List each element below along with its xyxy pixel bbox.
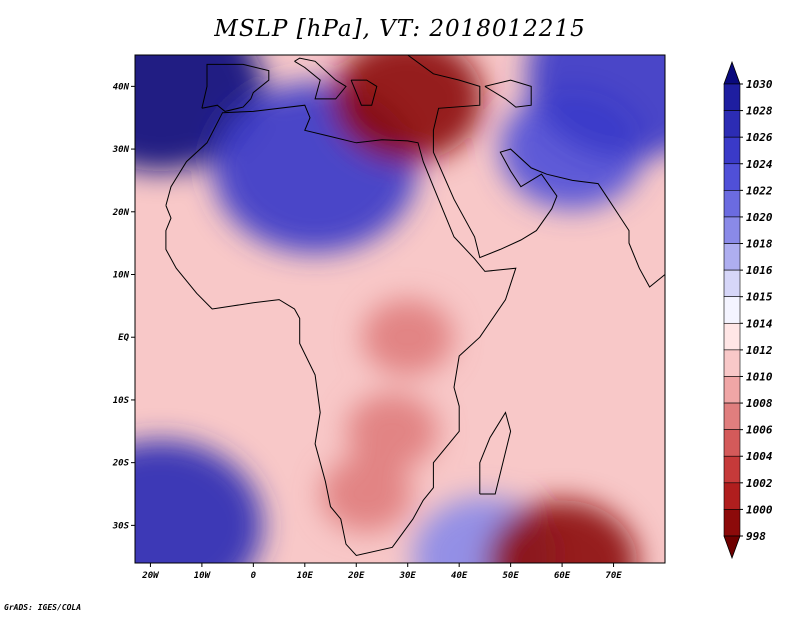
- longitude-axis: 20W 10W 0 10E 20E 30E 40E 50E 60E 70E: [141, 563, 622, 581]
- pressure-center-low-8: [346, 393, 438, 470]
- lon-tick-label: 40E: [451, 571, 468, 581]
- colorbar-label: 1015: [746, 291, 773, 304]
- coastlines: [165, 55, 665, 557]
- pressure-center-high-4: [527, 55, 665, 159]
- colorbar-box: [723, 482, 741, 510]
- colorbar-label: 1004: [746, 450, 773, 463]
- colorbar-label: 1018: [746, 238, 773, 251]
- colorbar-box: [723, 163, 741, 191]
- lon-tick-label: 50E: [502, 571, 519, 581]
- colorbar-box: [723, 376, 741, 404]
- colorbar-box: [723, 269, 741, 298]
- colorbar-box: [723, 83, 741, 111]
- lat-tick-label: 20N: [112, 208, 130, 218]
- colorbar-arrow-top: [723, 60, 741, 85]
- colorbar-label: 1024: [746, 158, 773, 171]
- colorbar-label: 1000: [746, 503, 773, 516]
- map-frame: [134, 54, 666, 564]
- colorbar-label: 1006: [746, 424, 773, 437]
- lat-tick-label: 10N: [113, 271, 130, 281]
- lat-tick-label: 30N: [112, 145, 130, 155]
- colorbar-label: 1002: [746, 477, 773, 490]
- colorbar-label: 1030: [746, 78, 773, 91]
- lon-tick-label: 60E: [554, 571, 571, 581]
- colorbar-label: 998: [746, 530, 766, 543]
- colorbar-label: 1026: [746, 131, 773, 144]
- map-title: MSLP [hPa], VT: 2018012215: [214, 16, 586, 42]
- coastline-0: [165, 104, 517, 557]
- pressure-center-low-10: [320, 456, 413, 533]
- lon-tick-label: 0: [251, 571, 257, 581]
- colorbar-label: 1028: [746, 105, 773, 118]
- lat-tick-label: 20S: [112, 459, 130, 469]
- lon-tick-label: 20W: [141, 571, 160, 581]
- colorbar-label: 1020: [746, 211, 773, 224]
- colorbar-label: 1008: [746, 397, 773, 410]
- colorbar-box: [723, 402, 741, 430]
- lon-tick-label: 20E: [347, 571, 365, 581]
- colorbar-label: 1022: [746, 184, 773, 197]
- pressure-field: [135, 55, 665, 563]
- colorbar-box: [723, 296, 741, 324]
- lon-tick-label: 30E: [399, 571, 417, 581]
- colorbar-box: [723, 190, 741, 218]
- colorbar: 1030 1028 1026 1024 1022 1020 1018 1016 1015 1014…: [723, 60, 773, 560]
- coastline-5: [350, 79, 378, 106]
- colorbar-label: 1016: [746, 264, 773, 277]
- lon-tick-label: 10W: [194, 571, 212, 581]
- lon-tick-label: 10E: [297, 571, 314, 581]
- colorbar-arrow-bottom: [723, 535, 741, 560]
- colorbar-box: [723, 216, 741, 244]
- colorbar-box: [723, 429, 741, 457]
- coastline-3: [201, 63, 270, 112]
- colorbar-label: 1010: [746, 370, 773, 383]
- colorbar-box: [723, 136, 741, 165]
- colorbar-box: [723, 349, 741, 377]
- colorbar-box: [723, 110, 741, 138]
- lat-tick-label: EQ: [118, 333, 129, 343]
- latitude-axis: 40N 30N 20N 10N EQ 10S 20S 30S: [112, 82, 135, 531]
- lon-tick-label: 70E: [605, 571, 622, 581]
- lat-tick-label: 40N: [113, 82, 130, 92]
- pressure-center-low-7: [486, 500, 638, 563]
- colorbar-box: [723, 243, 741, 271]
- coastline-6: [484, 79, 532, 108]
- colorbar-box: [723, 322, 741, 351]
- colorbar-label: 1014: [746, 317, 773, 330]
- pressure-center-low-9: [362, 299, 454, 376]
- coastline-4: [294, 57, 347, 100]
- colorbar-label: 1012: [746, 344, 773, 357]
- grads-credit: GrADS: IGES/COLA: [4, 603, 82, 612]
- lat-tick-label: 30S: [112, 521, 130, 531]
- colorbar-box: [723, 509, 741, 537]
- lat-tick-label: 10S: [113, 396, 130, 406]
- pressure-center-high-3: [135, 440, 263, 563]
- colorbar-box: [723, 455, 741, 484]
- coastline-2: [407, 55, 665, 288]
- coastline-1: [479, 411, 512, 495]
